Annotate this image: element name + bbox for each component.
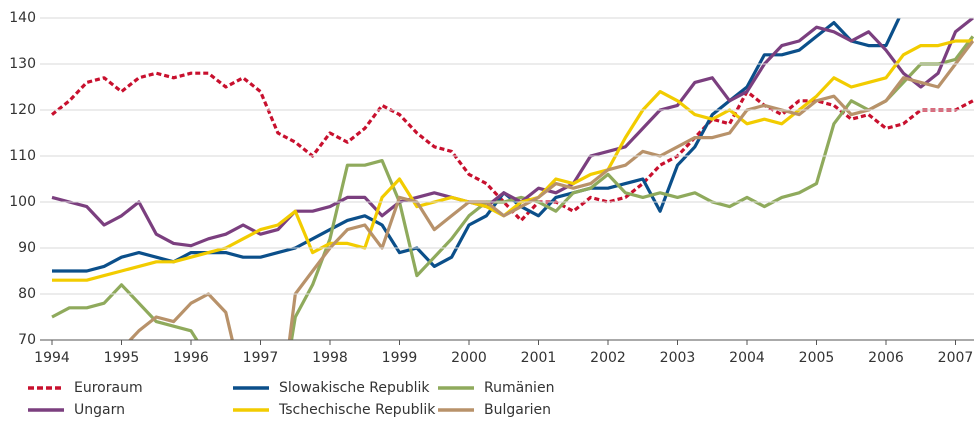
- x-tick-label: 2003: [660, 350, 696, 366]
- x-tick-label: 1999: [382, 350, 418, 366]
- legend-label: Ungarn: [74, 402, 125, 418]
- x-tick-label: 2000: [451, 350, 487, 366]
- legend-label: Euroraum: [74, 380, 143, 396]
- legend-label: Rumänien: [484, 380, 554, 396]
- y-tick-label: 100: [9, 194, 36, 210]
- x-tick-label: 2001: [521, 350, 557, 366]
- x-tick-label: 1995: [104, 350, 140, 366]
- series-line: [52, 18, 901, 273]
- y-tick-label: 110: [9, 148, 36, 164]
- x-tick-label: 2004: [729, 350, 765, 366]
- series-line: [52, 39, 973, 282]
- y-tick-label: 80: [18, 286, 36, 302]
- legend-label: Bulgarien: [484, 402, 551, 418]
- series-line: [51, 35, 974, 340]
- y-tick-label: 70: [18, 332, 36, 348]
- legend-label: Tschechische Republik: [278, 402, 436, 418]
- plot-area: [51, 18, 974, 340]
- y-tick-label: 130: [9, 56, 36, 72]
- x-tick-label: 1994: [34, 350, 70, 366]
- series-line: [51, 18, 974, 248]
- y-tick-label: 120: [9, 102, 36, 118]
- y-tick-label: 140: [9, 10, 36, 26]
- x-tick-label: 2007: [938, 350, 974, 366]
- series-line: [127, 40, 974, 340]
- x-tick-label: 1997: [243, 350, 279, 366]
- y-tick-label: 90: [18, 240, 36, 256]
- x-tick-label: 1996: [173, 350, 209, 366]
- x-tick-label: 2006: [868, 350, 904, 366]
- x-tick-label: 2002: [590, 350, 626, 366]
- x-tick-label: 2005: [799, 350, 835, 366]
- x-tick-label: 1998: [312, 350, 348, 366]
- legend-label: Slowakische Republik: [279, 380, 430, 396]
